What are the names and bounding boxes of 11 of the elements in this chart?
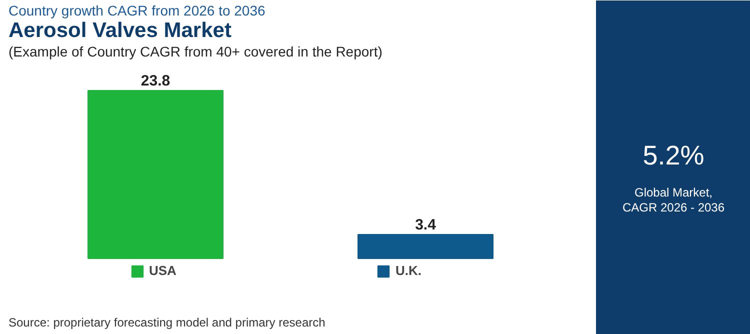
chart-title: Aerosol Valves Market bbox=[8, 19, 232, 42]
legend-label: USA bbox=[149, 263, 176, 278]
data-label: 3.4 bbox=[415, 216, 437, 234]
text: CAGR 2026 - 2036 bbox=[622, 200, 725, 214]
data-label: 23.8 bbox=[140, 72, 170, 90]
source-note: Source: proprietary forecasting model and primary research bbox=[8, 316, 326, 330]
text: Country growth CAGR from 2026 to 2036 bbox=[8, 2, 266, 18]
text: 5.2% bbox=[642, 140, 704, 170]
chart-subtitle: (Example of Country CAGR from 40+ covered in the Report) bbox=[8, 44, 382, 60]
legend-label: U.K. bbox=[395, 263, 422, 278]
text: Global Market, bbox=[634, 186, 713, 200]
